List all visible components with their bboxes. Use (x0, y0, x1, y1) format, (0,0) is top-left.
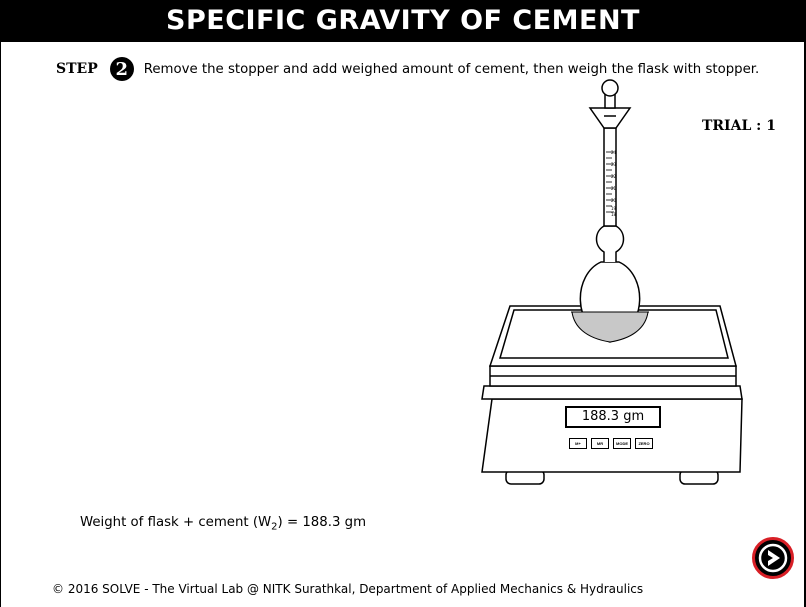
step-row: STEP 2 Remove the stopper and add weighe… (56, 56, 759, 82)
volumetric-flask (579, 79, 641, 343)
scale-mode-button[interactable]: MODE (613, 438, 631, 449)
frame-border-right (804, 42, 806, 607)
flask-stopper (601, 79, 619, 97)
scale-zero-button[interactable]: ZERO (635, 438, 653, 449)
frame-border-left (0, 42, 1, 607)
weight-label-suffix: ) = (277, 515, 303, 530)
next-button[interactable] (752, 537, 794, 579)
chevron-right-icon (758, 543, 788, 573)
scale-display: 188.3 gm (565, 406, 661, 428)
flask-funnel (588, 107, 632, 129)
flask-mark: 23 (611, 162, 617, 167)
cement-fill (571, 311, 649, 343)
flask-mark: 24 (611, 150, 617, 155)
trial-label: TRIAL : 1 (702, 118, 776, 134)
flask-mark: 22 (611, 174, 617, 179)
page-title: SPECIFIC GRAVITY OF CEMENT (0, 0, 806, 42)
step-label: STEP (56, 61, 98, 77)
flask-mark: 20 (611, 198, 617, 203)
flask-mark: 18 (611, 212, 617, 217)
scale-base-panel (481, 385, 743, 400)
weight-measurement: Weight of flask + cement (W2) = 188.3 gm (80, 515, 366, 533)
apparatus-illustration: 24 23 22 21 20 19 18 (481, 79, 743, 485)
weight-subscript: 2 (271, 521, 278, 533)
footer-copyright: © 2016 SOLVE - The Virtual Lab @ NITK Su… (52, 582, 644, 596)
flask-mark: 19 (611, 206, 617, 211)
weight-value: 188.3 gm (302, 515, 367, 530)
scale-mr-button[interactable]: MR (591, 438, 609, 449)
weight-label-prefix: Weight of flask + cement (W (80, 515, 272, 530)
flask-mark: 21 (611, 186, 617, 191)
step-number-badge: 2 (109, 57, 134, 81)
scale-m-plus-button[interactable]: M+ (569, 438, 587, 449)
step-instruction: Remove the stopper and add weighed amoun… (143, 61, 760, 77)
